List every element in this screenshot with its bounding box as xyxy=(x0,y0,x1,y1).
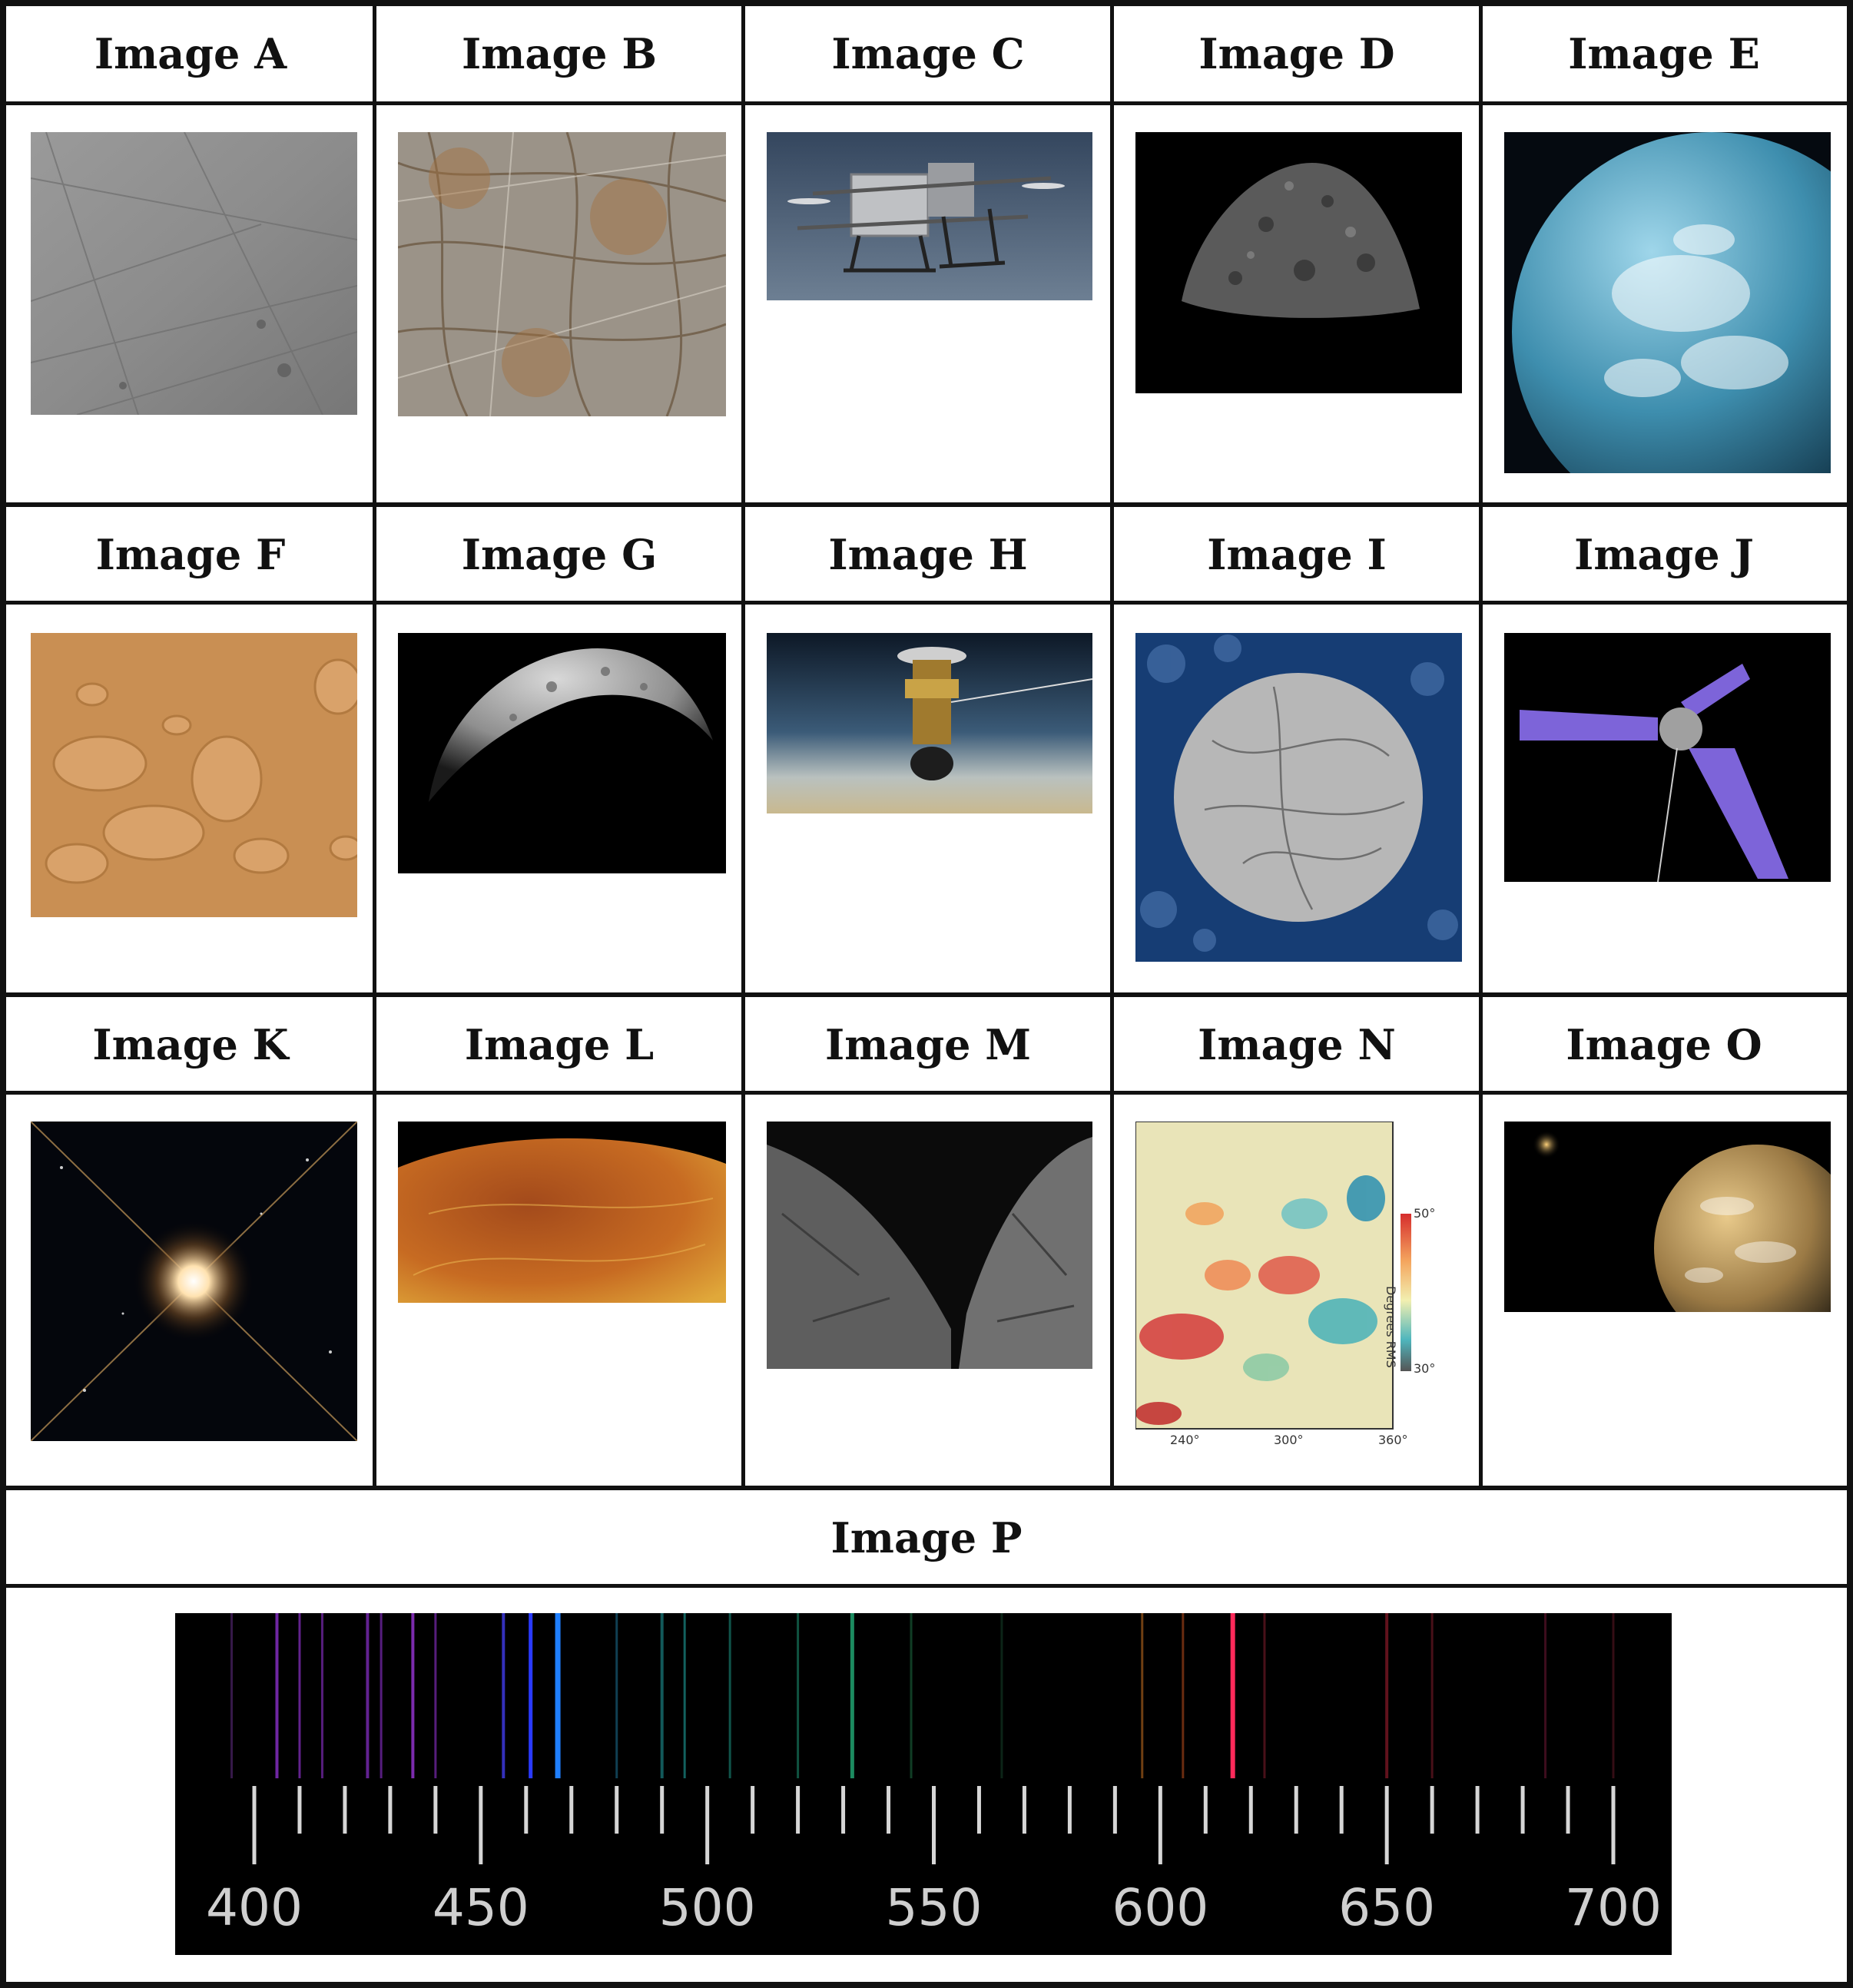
grid-line xyxy=(1479,0,1483,1489)
grid-line xyxy=(741,0,745,1489)
image-i-moon-field xyxy=(1135,633,1462,962)
spectrum-emission-line xyxy=(555,1613,561,1778)
image-l-orange-planet xyxy=(398,1122,726,1303)
spectrum-scale-label: 700 xyxy=(1565,1878,1662,1937)
panel-header-m: Image M xyxy=(744,997,1112,1092)
grid-line xyxy=(1110,0,1114,1489)
spectrum-scale-label: 650 xyxy=(1338,1878,1436,1937)
image-m-comet-surface xyxy=(767,1122,1092,1369)
spectrum-emission-line xyxy=(660,1613,664,1778)
panel-header-p: Image P xyxy=(6,1490,1847,1585)
spectrum-emission-line xyxy=(1182,1613,1185,1778)
spectrum-emission-line xyxy=(1612,1613,1615,1778)
spectrum-emission-line xyxy=(728,1613,731,1778)
colorbar-title: Degrees RMS xyxy=(1384,1286,1398,1368)
image-c-rotorcraft-lander xyxy=(767,132,1092,300)
panel-header-i: Image I xyxy=(1112,507,1481,602)
spectrum-scale-label: 450 xyxy=(432,1878,529,1937)
image-d-asteroid xyxy=(1135,132,1462,393)
spectrum-emission-line xyxy=(615,1613,618,1778)
spectrum-emission-line xyxy=(1141,1613,1144,1778)
spectrum-emission-line xyxy=(529,1613,533,1778)
image-h-spacecraft-orbit xyxy=(767,633,1092,813)
spectrum-scale-label: 550 xyxy=(885,1878,983,1937)
x-tick-240: 240° xyxy=(1170,1433,1200,1447)
spectrum-emission-line xyxy=(380,1613,383,1778)
image-a-icy-surface xyxy=(31,132,357,415)
spectrum-emission-line xyxy=(910,1613,913,1778)
image-k-bright-star xyxy=(31,1122,357,1441)
spectrum-emission-line xyxy=(502,1613,506,1778)
spectrum-emission-line xyxy=(683,1613,686,1778)
grid-line xyxy=(0,1982,1853,1988)
spectrum-emission-line xyxy=(275,1613,279,1778)
panel-header-f: Image F xyxy=(6,507,375,602)
grid-line xyxy=(373,0,376,1489)
grid-line xyxy=(0,1091,1853,1095)
spectrum-emission-line xyxy=(797,1613,800,1778)
panel-header-g: Image G xyxy=(375,507,744,602)
panel-header-l: Image L xyxy=(375,997,744,1092)
grid-line xyxy=(0,0,1853,6)
colorbar-min-label: 30° xyxy=(1414,1361,1435,1376)
spectrum-emission-line xyxy=(434,1613,437,1778)
spectrum-scale-label: 500 xyxy=(658,1878,756,1937)
spectrum-emission-line xyxy=(1000,1613,1003,1778)
panel-header-a: Image A xyxy=(6,6,375,101)
panel-header-o: Image O xyxy=(1481,997,1847,1092)
spectrum-emission-line xyxy=(1430,1613,1434,1778)
panel-header-e: Image E xyxy=(1481,6,1847,101)
image-o-planet-star xyxy=(1504,1122,1831,1312)
panel-header-d: Image D xyxy=(1112,6,1481,101)
x-tick-360: 360° xyxy=(1378,1433,1408,1447)
spectrum-emission-line xyxy=(411,1613,415,1778)
image-j-solar-spacecraft xyxy=(1504,633,1831,882)
spectrum-emission-line xyxy=(1263,1613,1266,1778)
image-p-emission-spectrum: 400 450 500 550 600 650 700 xyxy=(175,1613,1672,1955)
panel-header-k: Image K xyxy=(6,997,375,1092)
spectrum-scale-label: 600 xyxy=(1112,1878,1209,1937)
spectrum-emission-line xyxy=(1230,1613,1235,1778)
spectrum-emission-line xyxy=(230,1613,234,1778)
grid-line xyxy=(0,502,1853,507)
spectrum-emission-line xyxy=(1385,1613,1389,1778)
colorbar-max-label: 50° xyxy=(1414,1206,1435,1221)
spectrum-emission-line xyxy=(366,1613,370,1778)
grid-line xyxy=(0,1486,1853,1490)
image-n-temperature-map: 50° 30° Degrees RMS 240° 300° 360° xyxy=(1135,1122,1435,1453)
image-g-crescent-moon xyxy=(398,633,726,873)
grid-line xyxy=(0,601,1853,605)
grid-line xyxy=(0,1584,1853,1588)
spectrum-emission-line xyxy=(298,1613,301,1778)
image-b-ridged-terrain xyxy=(398,132,726,416)
image-f-orange-surface xyxy=(31,633,357,917)
panel-header-n: Image N xyxy=(1112,997,1481,1092)
grid-line xyxy=(0,992,1853,997)
grid-line xyxy=(0,0,6,1988)
panel-header-c: Image C xyxy=(744,6,1112,101)
spectrum-emission-line xyxy=(1544,1613,1547,1778)
grid-line xyxy=(0,101,1853,105)
spectrum-emission-line xyxy=(320,1613,323,1778)
x-tick-300: 300° xyxy=(1274,1433,1304,1447)
panel-header-j: Image J xyxy=(1481,507,1847,602)
spectrum-graphic xyxy=(175,1613,1672,1955)
spectrum-scale-label: 400 xyxy=(206,1878,303,1937)
panel-header-h: Image H xyxy=(744,507,1112,602)
spectrum-emission-line xyxy=(850,1613,854,1778)
image-e-exoplanet xyxy=(1504,132,1831,473)
panel-header-b: Image B xyxy=(375,6,744,101)
grid-line xyxy=(1847,0,1853,1988)
